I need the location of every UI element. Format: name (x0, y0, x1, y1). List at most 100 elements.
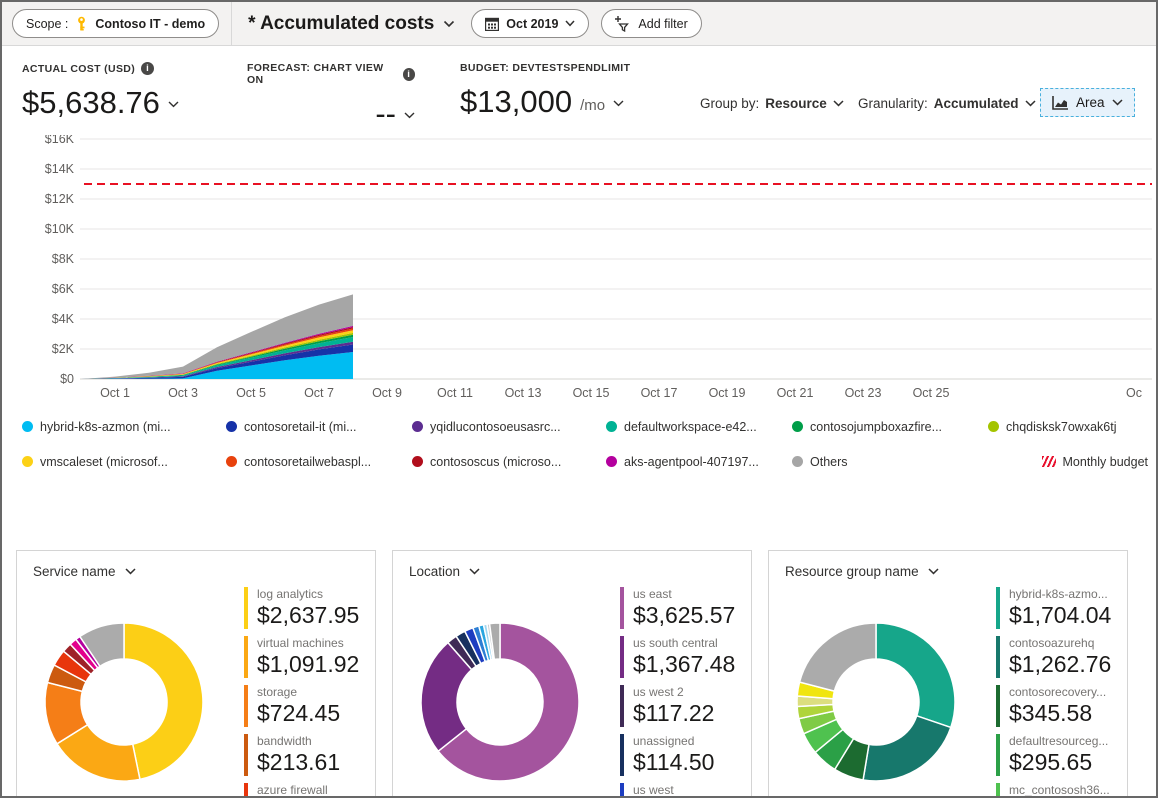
card-legend-item[interactable]: us west 2 $117.22 (620, 685, 735, 727)
donut-slice[interactable] (798, 622, 877, 693)
card-title: Resource group name (785, 564, 919, 579)
location-legend: us east $3,625.57 us south central $1,367.4… (620, 587, 735, 797)
budget-hatch-icon (1041, 456, 1056, 467)
group-by-selector[interactable]: Group by: Resource (700, 96, 844, 111)
info-icon[interactable]: i (141, 62, 155, 75)
series-color-dot (412, 456, 423, 467)
service-name-card: Service name log analytics $2,637.95 virtu… (16, 550, 376, 796)
add-filter-label: Add filter (638, 16, 688, 31)
card-title: Location (409, 564, 461, 579)
x-axis-tick: Oct 1 (100, 386, 130, 400)
chevron-down-icon (125, 568, 136, 575)
x-axis-tick: Oct 9 (372, 386, 402, 400)
series-color-dot (412, 421, 423, 432)
card-legend-value: $2,637.95 (257, 602, 360, 628)
card-legend-name: contosoazurehq (1009, 636, 1095, 650)
scope-pill[interactable]: Scope : Contoso IT - demo (12, 9, 220, 38)
forecast-value-dropdown[interactable]: -- (247, 92, 415, 131)
legend-item[interactable]: contosoretailwebaspl... (226, 455, 412, 469)
series-color-dot (792, 456, 803, 467)
legend-label: contosoretail-it (mi... (244, 419, 357, 434)
actual-cost-value-dropdown[interactable]: $5,638.76 (22, 81, 179, 120)
area-series[interactable] (81, 352, 353, 379)
date-range-pill[interactable]: Oct 2019 (471, 9, 590, 38)
chevron-down-icon (928, 568, 939, 575)
card-legend-item[interactable]: us east $3,625.57 (620, 587, 735, 629)
card-legend-item[interactable]: us west (620, 783, 735, 797)
donut-slice[interactable] (862, 714, 952, 782)
card-legend-item[interactable]: hybrid-k8s-azmo... $1,704.04 (996, 587, 1111, 629)
x-axis-tick: Oct 19 (709, 386, 746, 400)
legend-item[interactable]: contosojumpboxazfire... (792, 420, 988, 434)
x-axis-tick-clipped: Oc (1126, 386, 1142, 400)
budget-suffix: /mo (580, 97, 606, 114)
resource-group-dropdown[interactable]: Resource group name (785, 564, 939, 579)
card-legend-item[interactable]: azure firewall (244, 783, 359, 796)
chevron-down-icon (469, 568, 480, 575)
series-color-dot (606, 421, 617, 432)
donut-slice[interactable] (420, 641, 473, 753)
card-legend-item[interactable]: unassigned $114.50 (620, 734, 735, 776)
legend-item[interactable]: contososcus (microso... (412, 455, 606, 469)
legend-item[interactable]: defaultworkspace-e42... (606, 420, 792, 434)
accumulated-costs-chart[interactable]: $0 $2K $4K $6K $8K $10K $12K $14K $16K Oct 1 Oct 3… (2, 135, 1156, 407)
scope-value: Contoso IT - demo (95, 16, 206, 31)
series-color-dot (226, 421, 237, 432)
info-icon[interactable]: i (402, 67, 415, 81)
card-legend-item[interactable]: virtual machines $1,091.92 (244, 636, 359, 678)
resource-group-donut[interactable] (791, 617, 961, 787)
legend-item[interactable]: chqdisksk7owxak6tj (988, 420, 1116, 434)
legend-item[interactable]: vmscaleset (microsof... (22, 455, 226, 469)
x-axis-tick: Oct 5 (236, 386, 266, 400)
donut-slice[interactable] (78, 622, 125, 668)
actual-cost-metric: ACTUAL COST (USD) i $5,638.76 (22, 62, 179, 120)
card-legend-item[interactable]: log analytics $2,637.95 (244, 587, 359, 629)
card-legend-name: us west (633, 783, 674, 797)
budget-value: $13,000 (460, 84, 573, 119)
budget-value-dropdown[interactable]: $13,000 /mo (460, 80, 630, 119)
chevron-down-icon (613, 80, 624, 114)
card-legend-value: $1,262.76 (1009, 651, 1112, 677)
card-title: Service name (33, 564, 116, 579)
card-legend-name: storage (257, 685, 298, 699)
card-legend-item[interactable]: contosorecovery... $345.58 (996, 685, 1111, 727)
x-axis-tick: Oct 7 (304, 386, 334, 400)
actual-cost-value: $5,638.76 (22, 85, 160, 120)
service-name-donut[interactable] (39, 617, 209, 787)
card-legend-name: log analytics (257, 587, 324, 601)
card-legend-item[interactable]: defaultresourceg... $295.65 (996, 734, 1111, 776)
service-name-dropdown[interactable]: Service name (33, 564, 136, 579)
location-donut[interactable] (415, 617, 585, 787)
toolbar-divider (231, 2, 233, 45)
x-axis-tick: Oct 21 (777, 386, 814, 400)
chevron-down-icon (1025, 100, 1036, 107)
donut-slice[interactable] (123, 622, 204, 781)
add-filter-icon (615, 15, 631, 32)
card-legend-name: hybrid-k8s-azmo... (1009, 587, 1108, 601)
view-title-dropdown[interactable]: * Accumulated costs (244, 13, 459, 35)
granularity-label: Granularity: (858, 96, 928, 111)
card-legend-item[interactable]: bandwidth $213.61 (244, 734, 359, 776)
card-legend-item[interactable]: us south central $1,367.48 (620, 636, 735, 678)
legend-item-monthly-budget[interactable]: Monthly budget (1041, 455, 1148, 469)
legend-label: yqidlucontosoeusasrc... (430, 419, 561, 434)
add-filter-button[interactable]: Add filter (601, 9, 702, 38)
card-legend-item[interactable]: contosoazurehq $1,262.76 (996, 636, 1111, 678)
area-series[interactable] (81, 294, 353, 379)
legend-item[interactable]: hybrid-k8s-azmon (mi... (22, 420, 226, 434)
legend-item[interactable]: Others (792, 455, 988, 469)
legend-item[interactable]: yqidlucontosoeusasrc... (412, 420, 606, 434)
donut-slice[interactable] (437, 622, 580, 782)
legend-label: aks-agentpool-407197... (624, 454, 759, 469)
card-legend-item[interactable]: mc_contososh36... (996, 783, 1111, 796)
legend-item[interactable]: aks-agentpool-407197... (606, 455, 792, 469)
legend-item[interactable]: contosoretail-it (mi... (226, 420, 412, 434)
chart-type-selector[interactable]: Area (1040, 88, 1135, 117)
y-axis-tick: $8K (52, 252, 75, 266)
card-legend-item[interactable]: storage $724.45 (244, 685, 359, 727)
granularity-selector[interactable]: Granularity: Accumulated (858, 96, 1036, 111)
donut-slice[interactable] (875, 622, 956, 729)
location-dropdown[interactable]: Location (409, 564, 480, 579)
donut-slice[interactable] (488, 622, 501, 661)
